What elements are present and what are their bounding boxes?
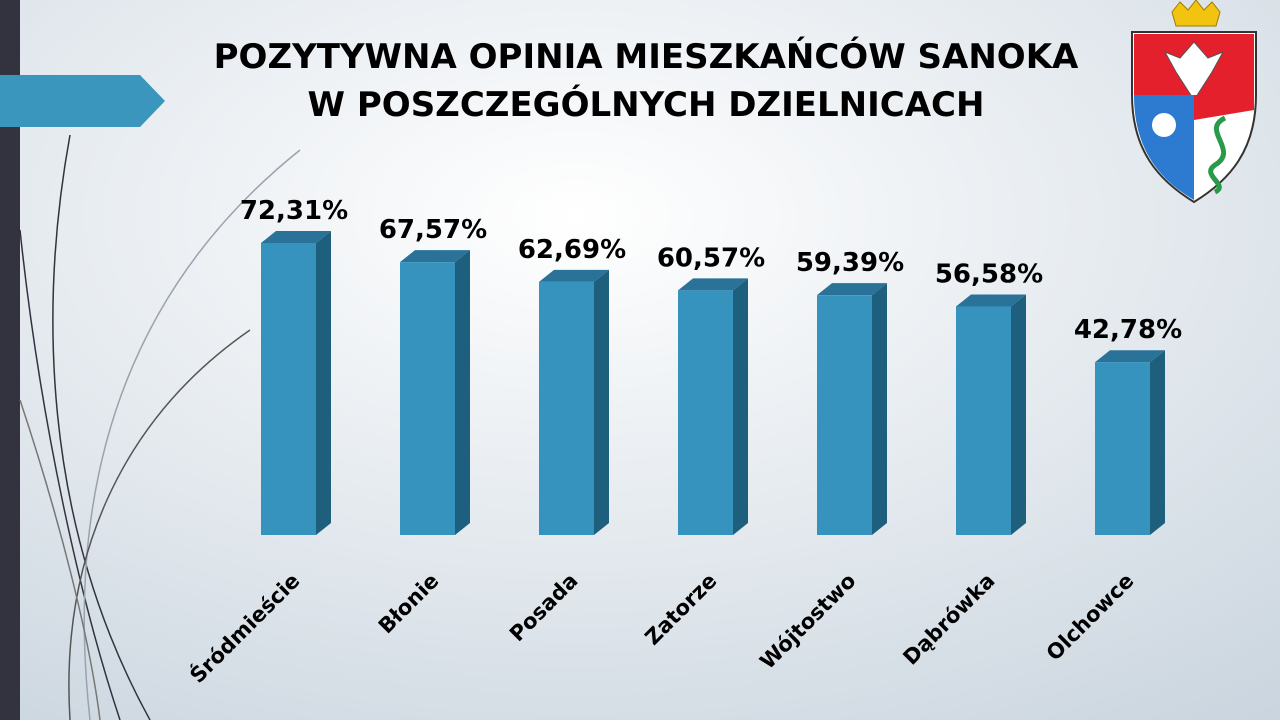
bar-side <box>455 250 470 535</box>
bar-top <box>817 283 887 296</box>
bar-side <box>733 278 748 535</box>
bar-side <box>316 231 331 535</box>
bar-top <box>956 294 1026 307</box>
coat-of-arms <box>1131 0 1257 204</box>
bar-top <box>261 231 331 243</box>
bar-side <box>872 283 887 535</box>
decorative-curves <box>19 134 301 721</box>
bar-side <box>594 269 609 535</box>
bar <box>400 262 455 535</box>
value-label: 67,57% <box>379 215 487 245</box>
value-label: 56,58% <box>935 260 1043 290</box>
bar <box>261 243 316 535</box>
bar-top <box>539 269 609 282</box>
value-label: 42,78% <box>1074 315 1182 345</box>
left-strip <box>0 0 20 720</box>
value-label: 59,39% <box>796 248 904 278</box>
bar-side <box>1011 294 1026 535</box>
chart-title: POZYTYWNA OPINIA MIESZKAŃCÓW SANOKA <box>214 36 1079 77</box>
chart-title: W POSZCZEGÓLNYCH DZIELNICACH <box>308 84 985 125</box>
arrow-decoration <box>0 75 165 127</box>
bar-top <box>400 250 470 263</box>
bar <box>539 281 594 535</box>
bar-top <box>678 278 748 291</box>
bar <box>956 306 1011 535</box>
bar <box>817 295 872 535</box>
bar-top <box>1095 350 1165 363</box>
bar-side <box>1150 350 1165 535</box>
value-label: 62,69% <box>518 235 626 265</box>
bar <box>678 290 733 535</box>
bar <box>1095 362 1150 535</box>
value-label: 60,57% <box>657 243 765 273</box>
value-label: 72,31% <box>240 196 348 226</box>
